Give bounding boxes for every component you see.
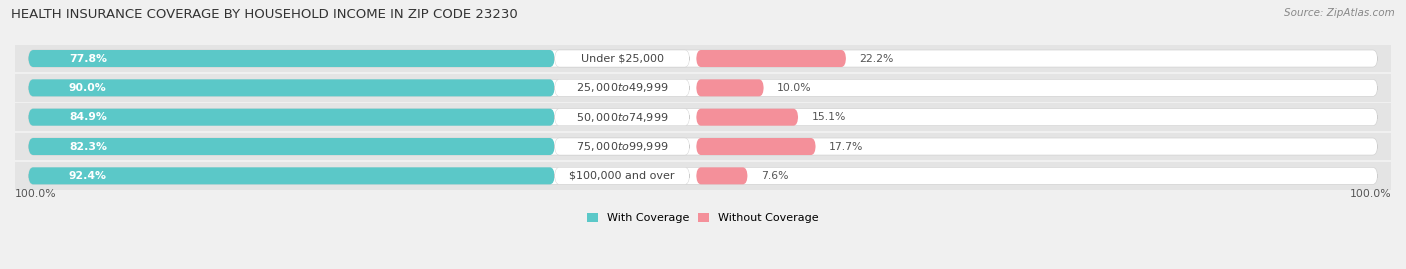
Text: 22.2%: 22.2% — [859, 54, 894, 63]
FancyBboxPatch shape — [696, 138, 815, 155]
FancyBboxPatch shape — [554, 167, 689, 184]
Text: HEALTH INSURANCE COVERAGE BY HOUSEHOLD INCOME IN ZIP CODE 23230: HEALTH INSURANCE COVERAGE BY HOUSEHOLD I… — [11, 8, 517, 21]
FancyBboxPatch shape — [696, 79, 763, 96]
FancyBboxPatch shape — [554, 109, 689, 126]
FancyBboxPatch shape — [28, 79, 1378, 96]
Text: 17.7%: 17.7% — [830, 141, 863, 151]
Text: 7.6%: 7.6% — [761, 171, 789, 181]
FancyBboxPatch shape — [28, 109, 554, 126]
FancyBboxPatch shape — [28, 50, 554, 67]
Text: 100.0%: 100.0% — [15, 189, 56, 199]
FancyBboxPatch shape — [554, 79, 689, 96]
FancyBboxPatch shape — [15, 133, 1391, 160]
FancyBboxPatch shape — [28, 138, 1378, 155]
Text: 82.3%: 82.3% — [69, 141, 107, 151]
FancyBboxPatch shape — [28, 109, 1378, 126]
Text: $25,000 to $49,999: $25,000 to $49,999 — [576, 81, 668, 94]
Text: 92.4%: 92.4% — [69, 171, 107, 181]
FancyBboxPatch shape — [696, 167, 748, 184]
Legend: With Coverage, Without Coverage: With Coverage, Without Coverage — [582, 209, 824, 228]
FancyBboxPatch shape — [696, 50, 846, 67]
FancyBboxPatch shape — [15, 74, 1391, 102]
Text: 90.0%: 90.0% — [69, 83, 107, 93]
Text: 77.8%: 77.8% — [69, 54, 107, 63]
FancyBboxPatch shape — [28, 167, 554, 184]
FancyBboxPatch shape — [28, 167, 1378, 184]
Text: Under $25,000: Under $25,000 — [581, 54, 664, 63]
Text: 10.0%: 10.0% — [778, 83, 811, 93]
Text: 15.1%: 15.1% — [811, 112, 846, 122]
Text: 84.9%: 84.9% — [69, 112, 107, 122]
FancyBboxPatch shape — [696, 109, 799, 126]
FancyBboxPatch shape — [28, 50, 1378, 67]
Text: $75,000 to $99,999: $75,000 to $99,999 — [576, 140, 668, 153]
FancyBboxPatch shape — [15, 162, 1391, 190]
FancyBboxPatch shape — [554, 138, 689, 155]
Text: $100,000 and over: $100,000 and over — [569, 171, 675, 181]
FancyBboxPatch shape — [15, 45, 1391, 72]
Text: Source: ZipAtlas.com: Source: ZipAtlas.com — [1284, 8, 1395, 18]
FancyBboxPatch shape — [554, 50, 689, 67]
Text: $50,000 to $74,999: $50,000 to $74,999 — [576, 111, 668, 124]
Text: 100.0%: 100.0% — [1350, 189, 1391, 199]
FancyBboxPatch shape — [15, 103, 1391, 131]
FancyBboxPatch shape — [28, 138, 554, 155]
FancyBboxPatch shape — [28, 79, 554, 96]
